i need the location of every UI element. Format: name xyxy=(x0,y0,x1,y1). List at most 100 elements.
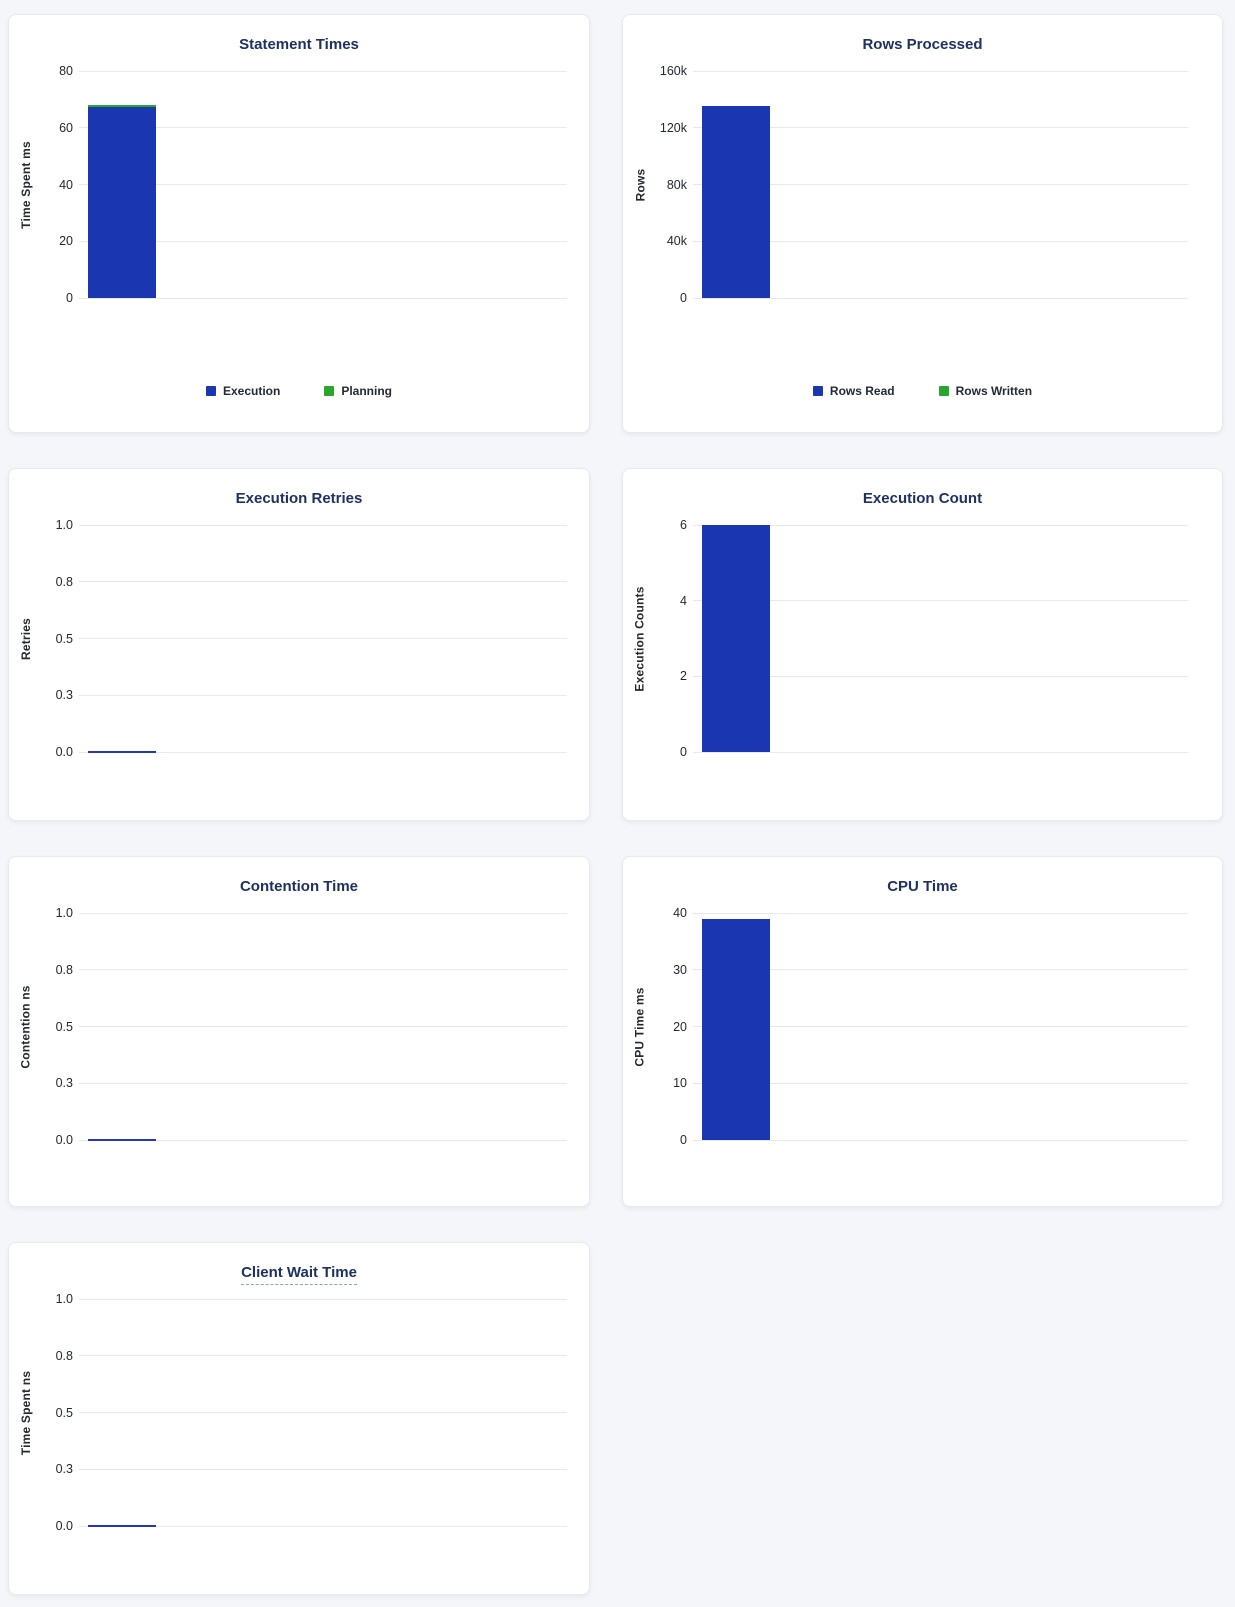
y-axis-label: Rows xyxy=(633,168,647,201)
y-tick-label: 0.0 xyxy=(55,1133,73,1147)
gridline xyxy=(79,240,567,242)
legend-label: Execution xyxy=(222,384,281,398)
y-axis-ticks: 6 4 2 0 xyxy=(657,518,693,759)
legend-label: Planning xyxy=(341,384,393,398)
gridline xyxy=(693,240,1188,242)
y-tick-label: 2 xyxy=(680,669,687,684)
plot-area xyxy=(79,524,567,753)
gridline xyxy=(79,297,567,299)
y-tick-label: 0.0 xyxy=(55,1519,73,1533)
chart-title-statement-times: Statement Times xyxy=(239,36,359,53)
y-tick-label: 0.8 xyxy=(55,1348,73,1363)
chart-execution-retries: Retries 1.0 0.8 0.5 0.3 0.0 xyxy=(9,518,567,759)
y-axis-ticks: 40 30 20 10 0 xyxy=(657,906,693,1147)
gridline xyxy=(79,581,567,583)
gridline xyxy=(79,694,567,696)
legend-swatch xyxy=(938,386,949,396)
y-tick-label: 4 xyxy=(680,593,687,608)
y-tick-label: 120k xyxy=(659,120,687,135)
y-axis-label: Retries xyxy=(19,617,33,660)
y-tick-label: 1.0 xyxy=(55,906,73,920)
y-tick-label: 0.5 xyxy=(55,631,73,646)
legend-item-rows-read: Rows Read xyxy=(812,384,895,398)
y-tick-label: 80 xyxy=(59,64,73,78)
y-axis-ticks: 160k 120k 80k 40k 0 xyxy=(657,64,693,305)
gridline xyxy=(693,1082,1188,1084)
plot-area xyxy=(693,70,1188,299)
gridline xyxy=(79,1026,567,1027)
bar-execution-count xyxy=(702,525,770,752)
chart-title-execution-count: Execution Count xyxy=(862,490,983,507)
y-tick-label: 20 xyxy=(59,234,73,249)
y-tick-label: 0 xyxy=(680,1133,687,1147)
gridline xyxy=(693,127,1188,129)
plot-area xyxy=(693,524,1188,753)
legend-item-execution: Execution xyxy=(205,384,281,398)
y-tick-label: 0.3 xyxy=(55,1462,73,1477)
gridline xyxy=(79,184,567,185)
y-tick-label: 0.3 xyxy=(55,1076,73,1091)
gridline xyxy=(693,184,1188,185)
chart-cpu-time: CPU Time ms 40 30 20 10 0 xyxy=(623,906,1188,1147)
y-tick-label: 0.0 xyxy=(55,745,73,759)
chart-title-execution-retries: Execution Retries xyxy=(235,490,363,507)
gridline xyxy=(79,1525,567,1527)
chart-title-contention-time: Contention Time xyxy=(239,878,359,895)
y-axis-label: Contention ns xyxy=(19,984,34,1069)
y-tick-label: 0 xyxy=(66,291,73,305)
y-tick-label: 60 xyxy=(59,120,73,135)
y-axis-ticks: 1.0 0.8 0.5 0.3 0.0 xyxy=(43,1292,79,1533)
chart-execution-count: Execution Counts 6 4 2 0 xyxy=(623,518,1188,759)
y-tick-label: 160k xyxy=(659,64,687,78)
gridline xyxy=(693,524,1188,526)
plot-area xyxy=(79,912,567,1141)
y-axis-ticks: 1.0 0.8 0.5 0.3 0.0 xyxy=(43,906,79,1147)
gridline xyxy=(79,969,567,971)
chart-title-client-wait-time[interactable]: Client Wait Time xyxy=(9,1262,589,1285)
legend-label: Rows Read xyxy=(829,384,895,398)
gridline xyxy=(693,1026,1188,1027)
legend-item-planning: Planning xyxy=(324,384,392,398)
gridline xyxy=(693,751,1188,753)
gridline xyxy=(693,297,1188,299)
y-tick-label: 40k xyxy=(666,234,687,249)
legend-swatch xyxy=(324,386,335,396)
zero-value-line xyxy=(88,1525,156,1527)
chart-card-statement-times: Statement Times Time Spent ms 80 60 40 20 0 … xyxy=(8,14,590,433)
chart-title-cpu-time: CPU Time xyxy=(887,878,958,895)
bar-planning xyxy=(88,105,156,108)
zero-value-line xyxy=(88,751,156,753)
gridline xyxy=(693,675,1188,677)
chart-card-contention-time: Contention Time Contention ns 1.0 0.8 0.5 0… xyxy=(8,856,590,1207)
chart-statement-times: Time Spent ms 80 60 40 20 0 xyxy=(9,64,567,305)
gridline xyxy=(79,70,567,72)
bar-cpu-time xyxy=(702,918,770,1140)
gridline xyxy=(693,70,1188,72)
y-tick-label: 30 xyxy=(673,962,687,977)
y-tick-label: 6 xyxy=(680,518,687,532)
gridline xyxy=(693,600,1188,602)
gridline xyxy=(79,127,567,129)
gridline xyxy=(693,969,1188,971)
plot-area xyxy=(693,912,1188,1141)
gridline xyxy=(79,912,567,914)
chart-card-execution-retries: Execution Retries Retries 1.0 0.8 0.5 0.3 0.… xyxy=(8,468,590,821)
gridline xyxy=(79,1355,567,1357)
y-tick-label: 0 xyxy=(680,745,687,759)
legend-swatch xyxy=(205,386,216,396)
gridline xyxy=(693,912,1188,914)
y-tick-label: 0.8 xyxy=(55,962,73,977)
y-tick-label: 10 xyxy=(673,1076,687,1091)
chart-card-client-wait-time: Client Wait Time Time Spent ns 1.0 0.8 0.5… xyxy=(8,1242,590,1595)
gridline xyxy=(693,1139,1188,1141)
gridline xyxy=(79,1412,567,1413)
chart-contention-time: Contention ns 1.0 0.8 0.5 0.3 0.0 xyxy=(9,906,567,1147)
chart-card-cpu-time: CPU Time CPU Time ms 40 30 20 10 0 xyxy=(622,856,1223,1207)
y-tick-label: 0.3 xyxy=(55,688,73,703)
y-tick-label: 40 xyxy=(673,906,687,920)
chart-card-execution-count: Execution Count Execution Counts 6 4 2 0 xyxy=(622,468,1223,821)
chart-card-rows-processed: Rows Processed Rows 160k 120k 80k 40k 0 Rows… xyxy=(622,14,1223,433)
bar-rows-read xyxy=(702,106,770,298)
gridline xyxy=(79,1139,567,1141)
